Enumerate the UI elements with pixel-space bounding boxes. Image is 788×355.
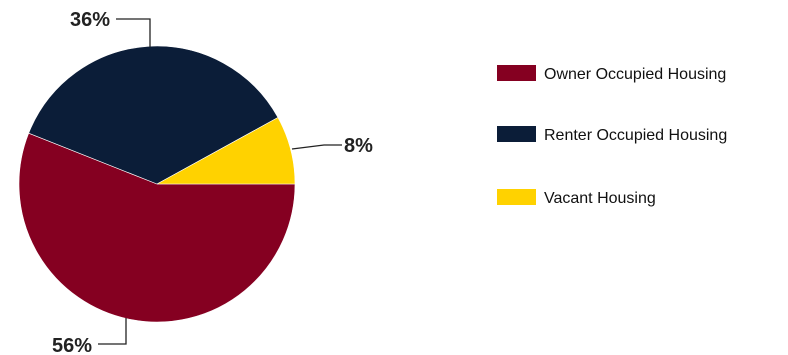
legend-item-vacant: Vacant Housing bbox=[497, 189, 656, 207]
pie-slices bbox=[18, 45, 296, 323]
legend-label-renter: Renter Occupied Housing bbox=[544, 127, 727, 144]
leader-line-renter bbox=[116, 18, 151, 47]
legend-swatch-owner bbox=[497, 65, 536, 81]
pie-slice-owner bbox=[18, 132, 296, 323]
leader-line-owner bbox=[98, 318, 127, 345]
legend-swatch-vacant bbox=[497, 189, 536, 205]
pie-slice-renter bbox=[28, 45, 279, 185]
legend-swatch-renter bbox=[497, 126, 536, 142]
legend-label-owner: Owner Occupied Housing bbox=[544, 66, 726, 83]
data-label-vacant: 8% bbox=[344, 135, 373, 157]
data-label-owner: 56% bbox=[52, 335, 92, 355]
leader-line-vacant bbox=[291, 144, 342, 150]
pie-slice-vacant bbox=[156, 117, 296, 185]
legend-label-vacant: Vacant Housing bbox=[544, 190, 656, 207]
legend-item-owner: Owner Occupied Housing bbox=[497, 65, 726, 83]
leader-lines bbox=[98, 18, 342, 345]
data-label-renter: 36% bbox=[70, 9, 110, 31]
legend: Owner Occupied Housing Renter Occupied Ho… bbox=[497, 65, 727, 207]
legend-item-renter: Renter Occupied Housing bbox=[497, 126, 727, 144]
data-labels: 56% 36% 8% bbox=[52, 9, 373, 355]
